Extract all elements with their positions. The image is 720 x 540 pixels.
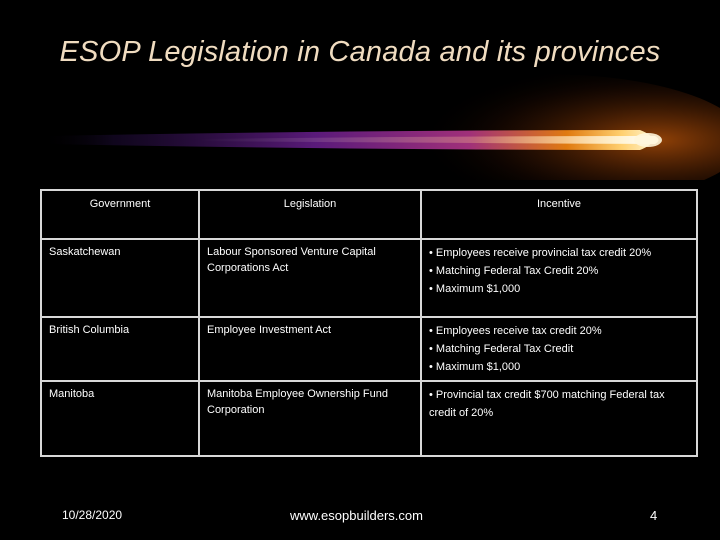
cell-legislation: Manitoba Employee Ownership Fund Corpora… bbox=[198, 380, 422, 457]
cell-incentive: • Employees receive tax credit 20% • Mat… bbox=[420, 316, 698, 382]
column-header-legislation: Legislation bbox=[198, 189, 422, 240]
esop-legislation-table: Government Legislation Incentive Saskatc… bbox=[40, 189, 698, 457]
slide-title: ESOP Legislation in Canada and its provi… bbox=[59, 36, 661, 68]
incentive-bullet: • Employees receive provincial tax credi… bbox=[429, 247, 652, 259]
cell-legislation: Employee Investment Act bbox=[198, 316, 422, 382]
cell-incentive: • Provincial tax credit $700 matching Fe… bbox=[420, 380, 698, 457]
incentive-bullet: • Matching Federal Tax Credit 20% bbox=[429, 265, 599, 277]
cell-incentive: • Employees receive provincial tax credi… bbox=[420, 238, 698, 318]
incentive-bullet: • Matching Federal Tax Credit bbox=[429, 343, 574, 355]
column-header-government: Government bbox=[40, 189, 200, 240]
incentive-bullet: • Maximum $1,000 bbox=[429, 283, 521, 295]
table-row: Saskatchewan Labour Sponsored Venture Ca… bbox=[40, 238, 698, 318]
table-row: British Columbia Employee Investment Act… bbox=[40, 316, 698, 382]
column-header-incentive: Incentive bbox=[420, 189, 698, 240]
cell-government: Manitoba bbox=[40, 380, 200, 457]
incentive-bullet: • Employees receive tax credit 20% bbox=[429, 325, 602, 337]
footer-date: 10/28/2020 bbox=[62, 508, 123, 522]
slide-number: 4 bbox=[650, 508, 658, 523]
footer-url: www.esopbuilders.com bbox=[290, 508, 423, 523]
incentive-bullet: • Provincial tax credit $700 matching Fe… bbox=[429, 389, 665, 419]
incentive-bullet: • Maximum $1,000 bbox=[429, 361, 521, 373]
cell-government: Saskatchewan bbox=[40, 238, 200, 318]
decorative-swoosh bbox=[40, 74, 720, 180]
table-row: Manitoba Manitoba Employee Ownership Fun… bbox=[40, 380, 698, 457]
cell-government: British Columbia bbox=[40, 316, 200, 382]
table-header-row: Government Legislation Incentive bbox=[40, 189, 698, 240]
cell-legislation: Labour Sponsored Venture Capital Corpora… bbox=[198, 238, 422, 318]
